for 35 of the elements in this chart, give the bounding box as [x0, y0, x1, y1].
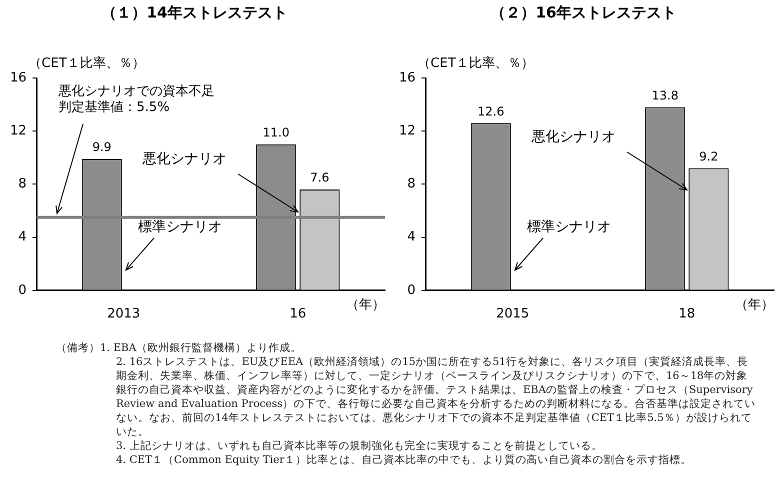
x-tick-label: 16	[290, 306, 306, 322]
text: 悪化シナリオ	[142, 150, 227, 168]
text: 4. CET１（Common Equity Tier１）比率とは、自己資本比率の中でも、より質の高い自己資本の割合を示す指標。	[116, 453, 692, 467]
text: 3. 上記シナリオは、いずれも自己資本比率等の規制強化も完全に実現することを前提としている。	[116, 439, 604, 453]
text: 2. 16ストレステストは、EU及びEEA（欧州経済領域）の15か国に所在する51行を対象に、各リスク項目（実質経済成長率、長期金利、失業率、株価、インフレ率等）に対して、一定シナリオ（ベースライン及びリスクシナリオ）の下で、16～18年の対象銀行の自己資本や収益、資産内容がどのように変化するかを評価。テスト結果は、EBAの監督上の検査・プロセス（Supervisory Review and Evaluation Process）の下で、各行毎に必要な自己資本を分析するための判断材料になる。合否基準は設定されていない。なお、前回の14年ストレステストにおいては、悪化シナリオ下での資本不足判定基準値（CET１比率5.5％）が設けられていた。	[116, 355, 756, 439]
data-label: 12.6	[478, 104, 504, 118]
x-axis-title: （年）	[346, 297, 385, 312]
data-label: 9.9	[92, 140, 112, 154]
y-axis-title: （CET１比率、％）	[28, 54, 145, 71]
y-tick-label: 0	[18, 282, 27, 298]
y-tick-label: 4	[407, 230, 416, 245]
chart-title: （２）16年ストレステスト	[490, 3, 676, 22]
data-label: 13.8	[652, 88, 678, 102]
series-label: 標準シナリオ	[138, 218, 222, 236]
series-label: 標準シナリオ	[526, 218, 611, 236]
data-label: 11.0	[262, 126, 290, 140]
y-tick-label: 0	[407, 282, 416, 298]
y-tick-label: 8	[18, 176, 27, 192]
y-tick-label: 16	[10, 70, 27, 86]
chart-title: （１）14年ストレステスト	[102, 3, 288, 22]
y-tick-label: 8	[407, 176, 416, 192]
text: （備考）1. EBA（欧州銀行監督機構）より作成。	[56, 341, 302, 355]
text: 悪化シナリオ	[532, 128, 616, 146]
y-tick-label: 4	[18, 230, 27, 245]
y-axis-title: （CET１比率、％）	[418, 54, 534, 71]
data-label: 9.2	[699, 149, 718, 164]
x-axis-title: （年）	[735, 297, 774, 312]
data-label: 7.6	[310, 170, 330, 185]
ref-line-label: 悪化シナリオでの資本不足判定基準値：5.5%	[58, 84, 216, 116]
y-tick-label: 12	[10, 123, 27, 138]
x-tick-label: 2013	[107, 306, 140, 322]
x-tick-label: 18	[678, 306, 696, 322]
y-tick-label: 16	[398, 70, 416, 86]
y-tick-label: 12	[398, 123, 416, 138]
x-tick-label: 2015	[496, 306, 530, 322]
